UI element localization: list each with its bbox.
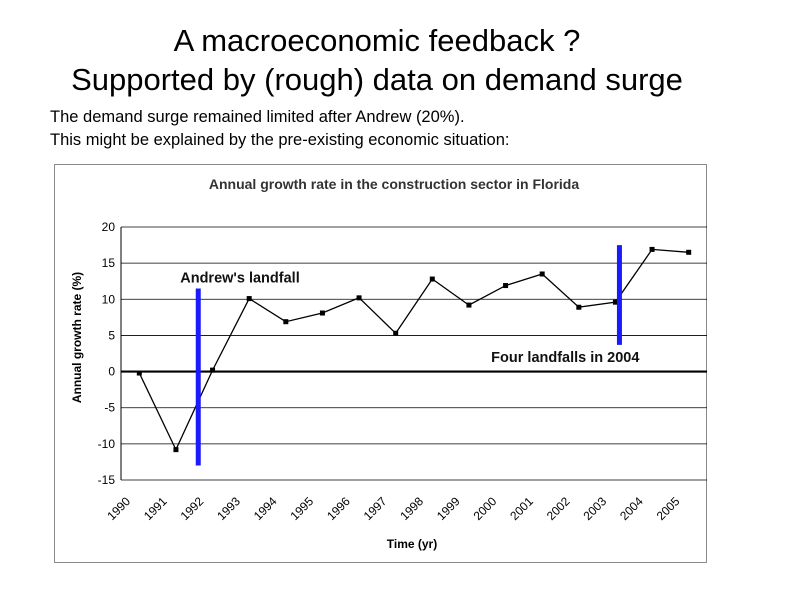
x-tick-label: 1991 [141,494,170,523]
x-tick-label: 1992 [178,494,207,523]
body-text-line1: The demand surge remained limited after … [50,108,465,126]
y-tick-label: 10 [102,292,116,306]
event-annotation: Four landfalls in 2004 [491,350,639,366]
y-axis-label: Annual growth rate (%) [70,272,84,403]
y-tick-label: -5 [104,401,115,415]
y-tick-label: 0 [108,365,115,379]
x-tick-label: 2003 [580,494,609,523]
data-point [539,271,545,277]
series-line [138,248,689,452]
body-text-line2: This might be explained by the pre-exist… [50,131,510,149]
data-point [246,296,252,302]
x-tick-label: 1993 [214,494,243,523]
chart-title: Annual growth rate in the construction s… [209,176,579,192]
x-tick-label: 2005 [654,494,683,523]
x-tick-label: 1999 [434,494,463,523]
data-point [686,249,692,255]
growth-rate-chart: Annual growth rate in the construction s… [70,176,707,551]
x-tick-label: 1996 [324,494,353,523]
data-point [503,283,509,289]
x-axis-label: Time (yr) [387,537,437,551]
y-tick-label: 5 [108,328,115,342]
data-point [283,319,289,325]
x-tick-label: 1995 [287,494,316,523]
data-point [319,310,325,316]
event-annotation: Andrew's landfall [180,270,299,286]
x-tick-label: 1997 [361,494,390,523]
data-point [173,447,179,453]
y-tick-label: -10 [98,437,116,451]
x-tick-label: 1990 [104,494,133,523]
data-point [356,295,362,301]
y-tick-label: 20 [102,220,116,234]
y-tick-label: -15 [98,473,116,487]
x-tick-label: 2000 [471,494,500,523]
slide-title-line1: A macroeconomic feedback ? [173,23,581,58]
data-point [210,367,216,373]
y-tick-label: 15 [102,256,116,270]
data-point [466,302,472,308]
x-tick-label: 2001 [507,494,536,523]
x-tick-label: 2002 [544,494,573,523]
data-point [393,330,399,336]
x-tick-label: 1994 [251,494,280,523]
data-point [612,299,618,305]
data-point [429,276,435,282]
data-point [576,304,582,310]
data-point [649,246,655,252]
data-point [136,370,142,376]
x-tick-label: 2004 [617,494,646,523]
x-tick-label: 1998 [397,494,426,523]
slide-title-line2: Supported by (rough) data on demand surg… [71,62,683,97]
chart-frame: Annual growth rate in the construction s… [54,164,707,563]
